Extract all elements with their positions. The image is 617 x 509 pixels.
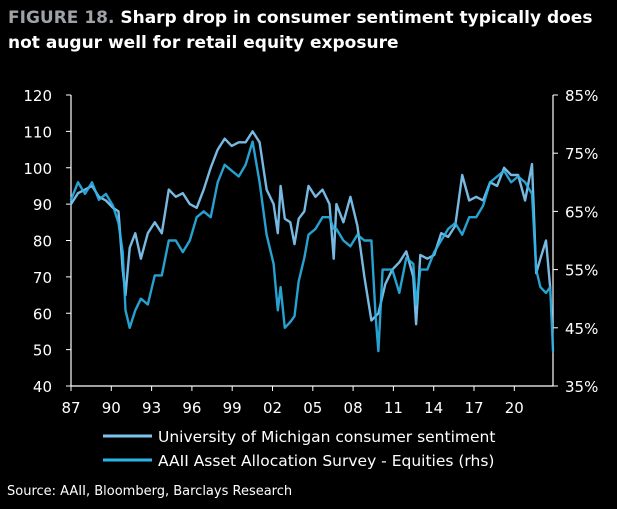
right-tick-label: 65% [565,203,598,221]
x-tick-label: 14 [424,399,443,417]
series-line-aaii [69,140,555,353]
x-tick-label: 20 [505,399,524,417]
left-tick-label: 90 [33,196,52,214]
series-line-michigan [69,130,552,326]
right-tick-label: 75% [565,145,598,163]
chart-title: FIGURE 18. Sharp drop in consumer sentim… [8,6,608,56]
x-tick-label: 02 [263,399,282,417]
figure-label: FIGURE 18. [8,8,115,28]
left-tick-label: 80 [33,233,52,251]
x-tick-label: 96 [182,399,201,417]
left-tick-label: 40 [33,378,52,396]
left-tick-label: 100 [23,160,52,178]
chart-legend: University of Michigan consumer sentimen… [103,428,495,470]
right-tick-label: 85% [565,87,598,105]
x-tick-label: 99 [223,399,242,417]
x-tick-label: 17 [464,399,483,417]
chart-series [69,130,555,353]
legend-label: AAII Asset Allocation Survey - Equities … [158,452,494,470]
x-tick-label: 05 [303,399,322,417]
right-tick-label: 45% [565,320,598,338]
left-tick-label: 70 [33,269,52,287]
right-tick-label: 35% [565,378,598,396]
x-tick-label: 90 [102,399,121,417]
x-tick-label: 11 [384,399,403,417]
x-tick-label: 87 [61,399,80,417]
source-note: Source: AAII, Bloomberg, Barclays Resear… [7,484,293,499]
right-tick-label: 55% [565,262,598,280]
legend-label: University of Michigan consumer sentimen… [158,428,495,446]
left-tick-label: 110 [23,123,52,141]
left-tick-label: 50 [33,342,52,360]
x-tick-label: 93 [142,399,161,417]
figure-title: Sharp drop in consumer sentiment typical… [8,8,593,53]
x-tick-label: 08 [344,399,363,417]
left-tick-label: 120 [23,87,52,105]
left-tick-label: 60 [33,305,52,323]
chart-axes: 120 110 100 90 80 70 60 50 40 85% 75% 65% 55% 45% 35% 8… [23,87,598,417]
